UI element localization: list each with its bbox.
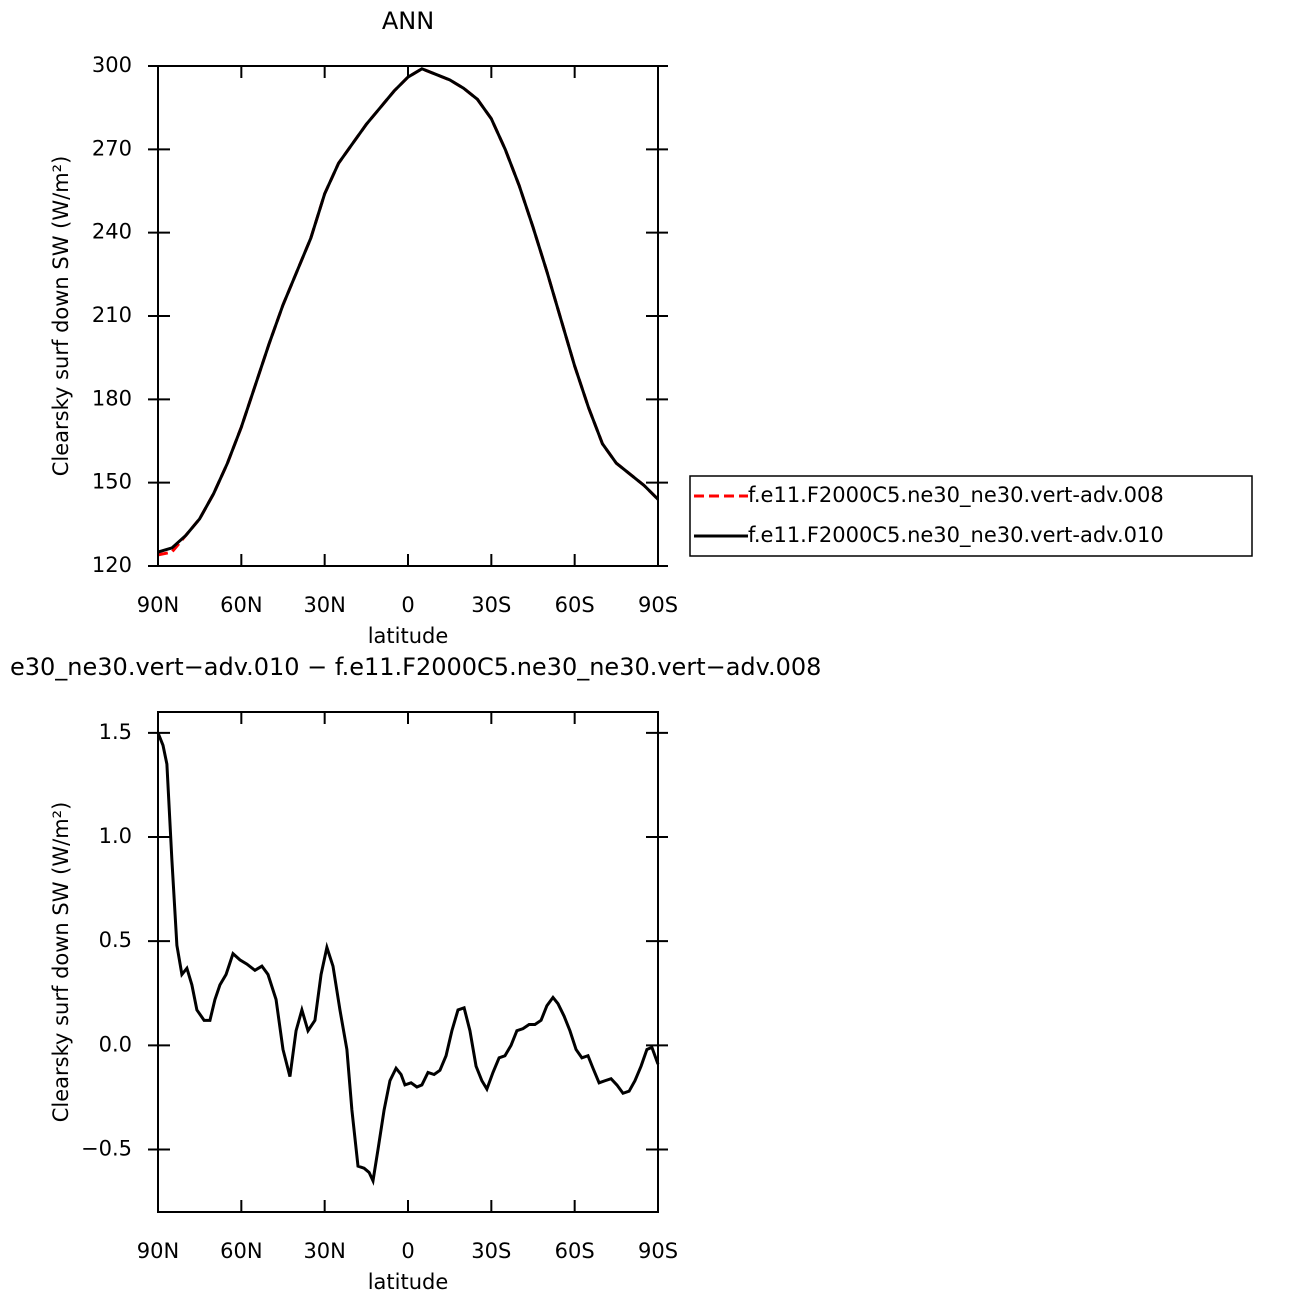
x-tick-label: 90N	[137, 1239, 179, 1263]
y-axis-label: Clearsky surf down SW (W/m²)	[49, 156, 73, 477]
x-tick-label: 30N	[303, 1239, 345, 1263]
y-tick-label: 270	[92, 136, 132, 160]
x-tick-label: 90S	[638, 1239, 678, 1263]
y-tick-label: 180	[92, 386, 132, 410]
plot-frame	[157, 65, 659, 567]
x-tick-label: 30N	[303, 593, 345, 617]
legend-label: f.e11.F2000C5.ne30_ne30.vert-adv.010	[748, 523, 1164, 548]
legend-box	[689, 475, 1253, 557]
x-tick-label: 30S	[471, 1239, 511, 1263]
y-tick-label: 1.0	[99, 824, 132, 848]
x-tick-label: 90S	[638, 593, 678, 617]
x-tick-label: 60N	[220, 593, 262, 617]
y-axis-label: Clearsky surf down SW (W/m²)	[49, 802, 73, 1123]
x-axis-label: latitude	[368, 1270, 449, 1294]
y-tick-label: 240	[92, 220, 132, 244]
x-tick-label: 90N	[137, 593, 179, 617]
y-tick-label: 210	[92, 303, 132, 327]
y-tick-label: 300	[92, 53, 132, 77]
data-line	[157, 67, 660, 554]
y-tick-label: 0.0	[99, 1032, 132, 1056]
data-line	[157, 67, 660, 557]
x-tick-label: 0	[401, 593, 414, 617]
x-tick-label: 60S	[555, 1239, 595, 1263]
x-tick-label: 60S	[555, 593, 595, 617]
x-tick-label: 60N	[220, 1239, 262, 1263]
x-tick-label: 0	[401, 1239, 414, 1263]
x-tick-label: 30S	[471, 593, 511, 617]
plot-frame	[157, 711, 659, 1213]
data-line	[156, 732, 660, 1186]
chart-title: ANN	[382, 7, 434, 35]
y-tick-label: −0.5	[81, 1137, 132, 1161]
x-axis-label: latitude	[368, 624, 449, 648]
legend-label: f.e11.F2000C5.ne30_ne30.vert-adv.008	[748, 483, 1164, 508]
y-tick-label: 150	[92, 470, 132, 494]
y-tick-label: 0.5	[99, 928, 132, 952]
y-tick-label: 1.5	[99, 720, 132, 744]
y-tick-label: 120	[92, 553, 132, 577]
chart-title: e30_ne30.vert−adv.010 − f.e11.F2000C5.ne…	[10, 653, 821, 681]
